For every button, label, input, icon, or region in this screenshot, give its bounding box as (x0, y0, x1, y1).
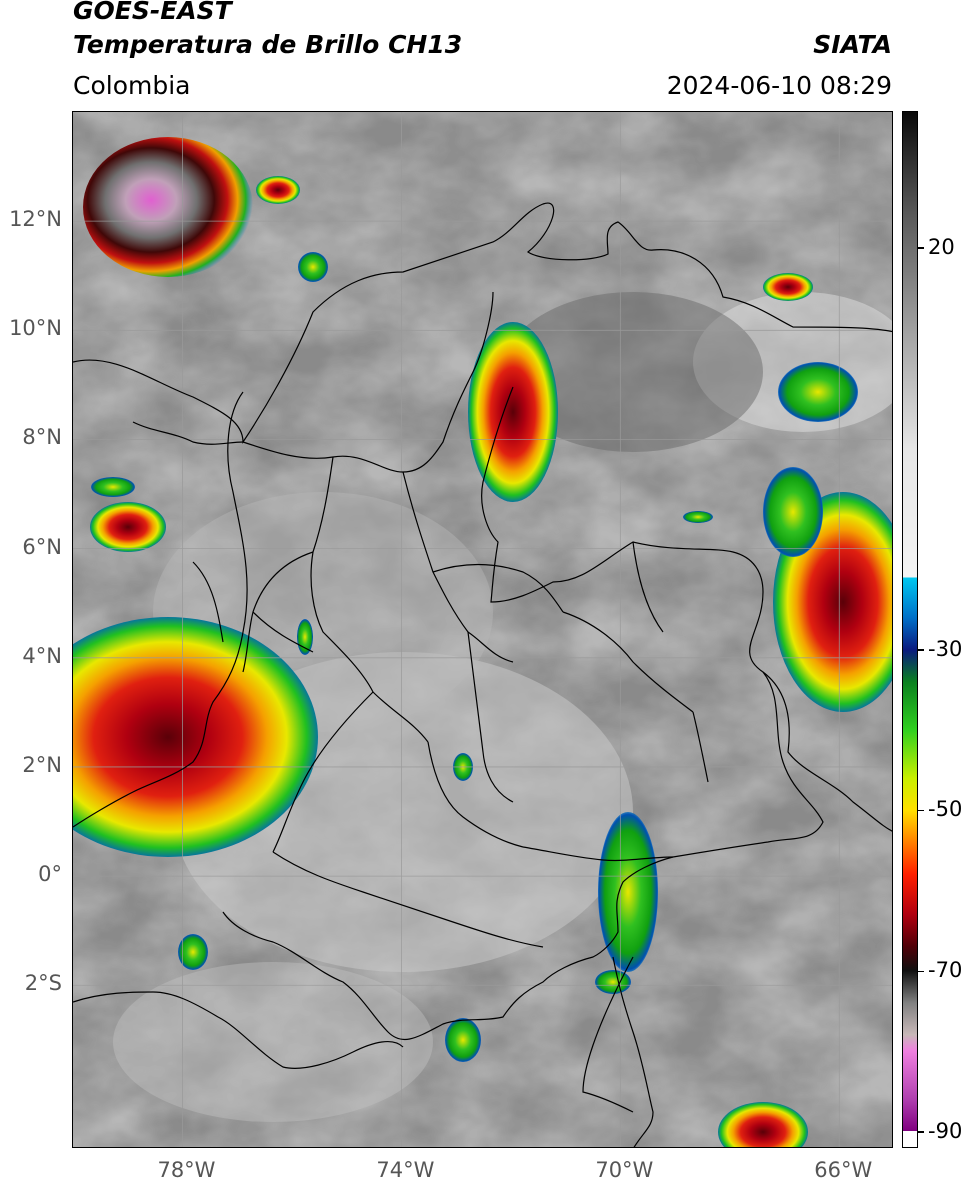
lat-label: 0° (38, 862, 62, 887)
lat-label: 4°N (22, 643, 62, 668)
colorbar-tick (918, 649, 924, 651)
satellite-title: GOES-EAST (73, 0, 232, 25)
lon-label: 78°W (157, 1158, 216, 1182)
colorbar-label: -70 (928, 958, 963, 983)
colorbar-tick (918, 970, 924, 973)
colorbar-tick (918, 247, 924, 249)
colorbar-tick (918, 809, 924, 812)
colorbar-label: 20 (928, 234, 955, 259)
agency-label: SIATA (813, 30, 892, 59)
satellite-imagery (73, 112, 892, 1147)
lat-label: 10°N (9, 316, 62, 341)
colorbar-label: -90 (928, 1118, 963, 1143)
lat-label: 12°N (9, 207, 62, 232)
colorbar-label: -30 (928, 636, 963, 661)
lat-label: 2°S (24, 971, 62, 996)
datetime-label: 2024-06-10 08:29 (666, 71, 892, 100)
lon-label: 66°W (814, 1158, 873, 1182)
boundaries (73, 202, 892, 1147)
lat-label: 8°N (22, 425, 62, 450)
lon-label: 74°W (376, 1158, 435, 1182)
colorbar (902, 111, 918, 1148)
product-title: Temperatura de Brillo CH13 (73, 30, 463, 59)
lon-label: 70°W (595, 1158, 654, 1182)
lat-label: 2°N (22, 752, 62, 777)
colorbar-label: -50 (928, 797, 963, 822)
region-label: Colombia (73, 71, 191, 100)
satellite-map (72, 111, 893, 1148)
graticule (73, 112, 892, 1147)
colorbar-tick (918, 1131, 924, 1133)
lat-label: 6°N (22, 534, 62, 559)
